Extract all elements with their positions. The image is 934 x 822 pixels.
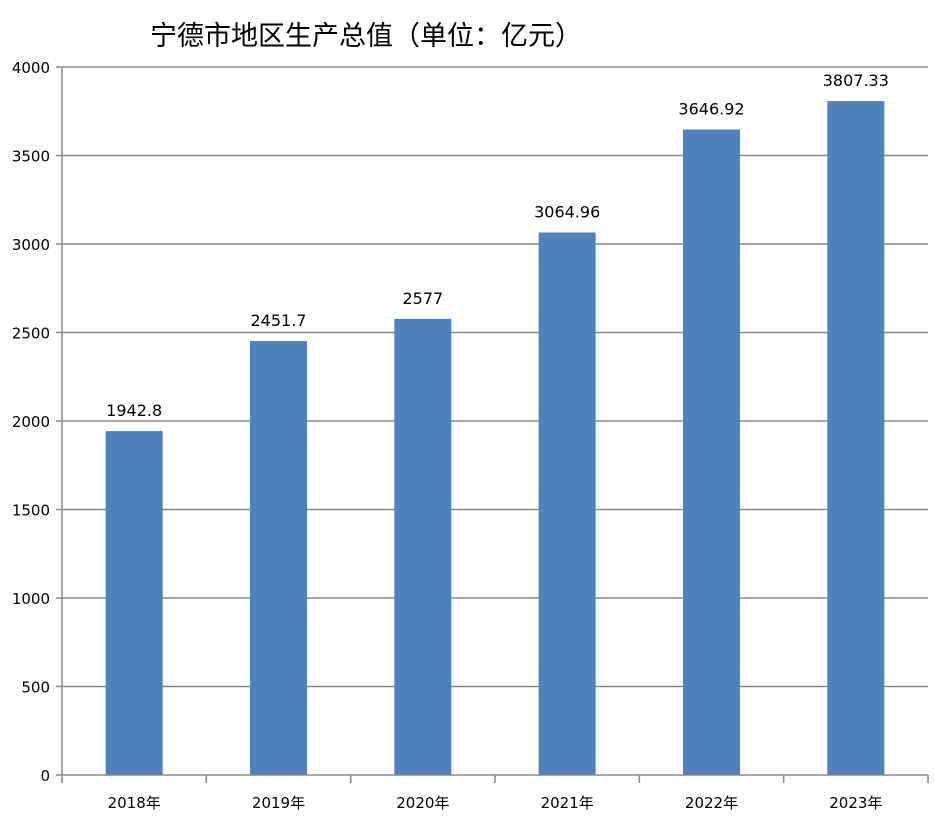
data-label: 3646.92 — [678, 99, 744, 118]
x-tick-label: 2020年 — [396, 794, 449, 812]
bar-2018年 — [105, 431, 163, 775]
data-label: 2577 — [402, 289, 443, 308]
y-tick-label: 3000 — [12, 236, 50, 254]
bar-2022年 — [683, 129, 740, 775]
x-tick-label: 2023年 — [829, 794, 882, 812]
bar-2023年 — [827, 101, 885, 775]
y-tick-label: 1500 — [12, 502, 50, 520]
chart-title: 宁德市地区生产总值（单位：亿元） — [150, 21, 582, 52]
y-tick-label: 0 — [40, 767, 50, 785]
y-tick-label: 500 — [21, 679, 50, 697]
gridlines — [62, 66, 928, 688]
axes — [56, 66, 929, 783]
y-tick-label: 2500 — [12, 325, 50, 343]
y-tick-label: 2000 — [12, 413, 50, 431]
data-label: 1942.8 — [106, 401, 162, 420]
bar-2021年 — [538, 232, 596, 775]
x-tick-label: 2018年 — [108, 794, 161, 812]
bars — [105, 101, 885, 775]
x-tick-label: 2021年 — [541, 794, 594, 812]
bar-2020年 — [394, 318, 452, 775]
data-label: 3064.96 — [534, 203, 600, 222]
bar-2019年 — [250, 341, 307, 775]
y-tick-label: 1000 — [12, 590, 50, 608]
x-tick-label: 2022年 — [685, 794, 738, 812]
y-tick-label: 3500 — [12, 148, 50, 166]
data-label: 2451.7 — [251, 311, 307, 330]
labels: 0 500 1000 1500 2000 2500 3000 3500 4000 1942.8 20… — [12, 59, 889, 812]
data-label: 3807.33 — [823, 71, 889, 90]
y-tick-label: 4000 — [12, 59, 50, 77]
x-tick-label: 2019年 — [252, 794, 305, 812]
